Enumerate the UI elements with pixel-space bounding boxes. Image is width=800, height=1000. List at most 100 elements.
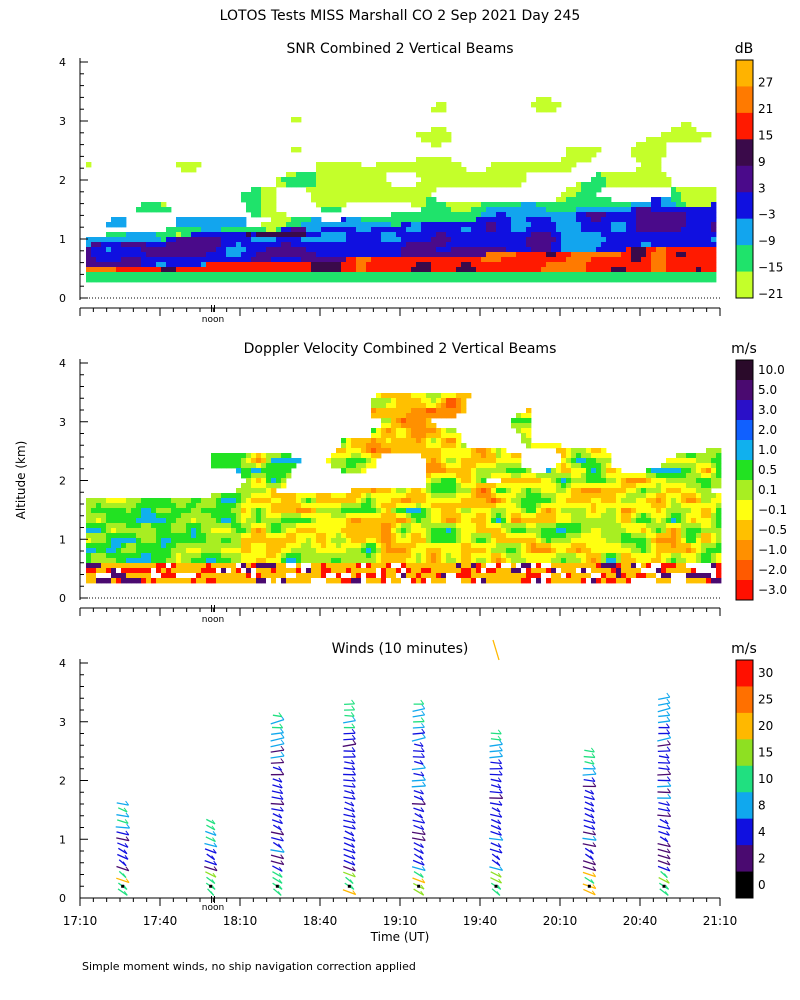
velocity-heat-cell bbox=[706, 553, 712, 559]
velocity-heat-cell bbox=[436, 548, 442, 554]
velocity-heat-cell bbox=[426, 408, 432, 414]
velocity-heat-cell bbox=[261, 458, 267, 464]
snr-heat-cell bbox=[436, 267, 442, 273]
velocity-heat-cell bbox=[381, 418, 387, 424]
snr-heat-cell bbox=[421, 132, 427, 138]
velocity-heat-cell bbox=[511, 553, 517, 559]
velocity-heat-cell bbox=[551, 503, 557, 509]
snr-heat-cell bbox=[126, 272, 132, 278]
velocity-heat-cell bbox=[591, 493, 597, 499]
snr-heat-cell bbox=[456, 252, 462, 258]
velocity-heat-cell bbox=[681, 523, 687, 529]
velocity-heat-cell bbox=[381, 438, 387, 444]
velocity-heat-cell bbox=[116, 498, 122, 504]
snr-heat-cell bbox=[651, 257, 657, 263]
velocity-heat-cell bbox=[461, 513, 467, 519]
velocity-heat-cell bbox=[556, 483, 562, 489]
velocity-heat-cell bbox=[291, 518, 297, 524]
velocity-heat-cell bbox=[561, 543, 567, 549]
velocity-heat-cell bbox=[236, 523, 242, 529]
velocity-heat-cell bbox=[96, 538, 102, 544]
velocity-heat-cell bbox=[461, 463, 467, 469]
snr-heat-cell bbox=[161, 232, 167, 238]
velocity-heat-cell bbox=[501, 508, 507, 514]
velocity-heat-cell bbox=[311, 528, 317, 534]
velocity-heat-cell bbox=[426, 413, 432, 419]
snr-heat-cell bbox=[491, 172, 497, 178]
snr-heat-cell bbox=[511, 232, 517, 238]
snr-heat-cell bbox=[396, 237, 402, 243]
snr-heat-cell bbox=[346, 197, 352, 203]
snr-heat-cell bbox=[376, 162, 382, 168]
velocity-heat-cell bbox=[636, 493, 642, 499]
velocity-heat-cell bbox=[161, 538, 167, 544]
velocity-heat-cell bbox=[691, 458, 697, 464]
snr-heat-cell bbox=[536, 207, 542, 213]
velocity-heat-cell bbox=[376, 398, 382, 404]
snr-heat-cell bbox=[541, 107, 547, 113]
snr-heat-cell bbox=[426, 252, 432, 258]
velocity-heat-cell bbox=[411, 538, 417, 544]
velocity-heat-cell bbox=[481, 458, 487, 464]
velocity-heat-cell bbox=[656, 513, 662, 519]
snr-heat-cell bbox=[186, 277, 192, 283]
velocity-heat-cell bbox=[506, 518, 512, 524]
snr-heat-cell bbox=[156, 207, 162, 213]
velocity-heat-cell bbox=[251, 503, 257, 509]
velocity-heat-cell bbox=[246, 548, 252, 554]
velocity-heat-cell bbox=[356, 548, 362, 554]
velocity-heat-cell bbox=[516, 478, 522, 484]
velocity-heat-cell bbox=[516, 548, 522, 554]
velocity-heat-cell bbox=[581, 518, 587, 524]
snr-heat-cell bbox=[366, 277, 372, 283]
velocity-heat-cell bbox=[296, 503, 302, 509]
velocity-heat-cell bbox=[181, 558, 187, 564]
snr-heat-cell bbox=[196, 227, 202, 233]
snr-heat-cell bbox=[536, 222, 542, 228]
snr-heat-cell bbox=[656, 232, 662, 238]
snr-heat-cell bbox=[556, 267, 562, 273]
snr-heat-cell bbox=[466, 267, 472, 273]
snr-heat-cell bbox=[571, 217, 577, 223]
velocity-heat-cell bbox=[641, 478, 647, 484]
velocity-heat-cell bbox=[456, 558, 462, 564]
snr-heat-cell bbox=[251, 187, 257, 193]
snr-heat-cell bbox=[456, 262, 462, 268]
velocity-heat-cell bbox=[691, 533, 697, 539]
velocity-heat-cell bbox=[251, 543, 257, 549]
snr-heat-cell bbox=[291, 177, 297, 183]
snr-heat-cell bbox=[181, 252, 187, 258]
snr-heat-cell bbox=[376, 217, 382, 223]
velocity-heat-cell bbox=[511, 538, 517, 544]
snr-heat-cell bbox=[286, 227, 292, 233]
velocity-heat-cell bbox=[191, 533, 197, 539]
velocity-heat-cell bbox=[346, 453, 352, 459]
snr-heat-cell bbox=[406, 247, 412, 253]
velocity-heat-cell bbox=[151, 543, 157, 549]
velocity-heat-cell bbox=[486, 448, 492, 454]
snr-heat-cell bbox=[561, 202, 567, 208]
velocity-heat-cell bbox=[361, 498, 367, 504]
velocity-heat-cell bbox=[666, 538, 672, 544]
snr-heat-cell bbox=[326, 222, 332, 228]
snr-heat-cell bbox=[96, 267, 102, 273]
snr-heat-cell bbox=[331, 237, 337, 243]
velocity-heat-cell bbox=[676, 538, 682, 544]
velocity-heat-cell bbox=[701, 478, 707, 484]
snr-heat-cell bbox=[196, 232, 202, 238]
velocity-heat-cell bbox=[556, 523, 562, 529]
velocity-heat-cell bbox=[666, 553, 672, 559]
snr-heat-cell bbox=[326, 252, 332, 258]
velocity-heat-cell bbox=[331, 528, 337, 534]
velocity-heat-cell bbox=[131, 553, 137, 559]
snr-heat-cell bbox=[431, 197, 437, 203]
velocity-heat-cell bbox=[691, 453, 697, 459]
velocity-heat-cell bbox=[606, 508, 612, 514]
velocity-heat-cell bbox=[181, 538, 187, 544]
velocity-heat-cell bbox=[201, 518, 207, 524]
snr-heat-cell bbox=[226, 257, 232, 263]
snr-heat-cell bbox=[356, 182, 362, 188]
velocity-heat-cell bbox=[536, 483, 542, 489]
snr-heat-cell bbox=[476, 262, 482, 268]
snr-heat-cell bbox=[571, 157, 577, 163]
